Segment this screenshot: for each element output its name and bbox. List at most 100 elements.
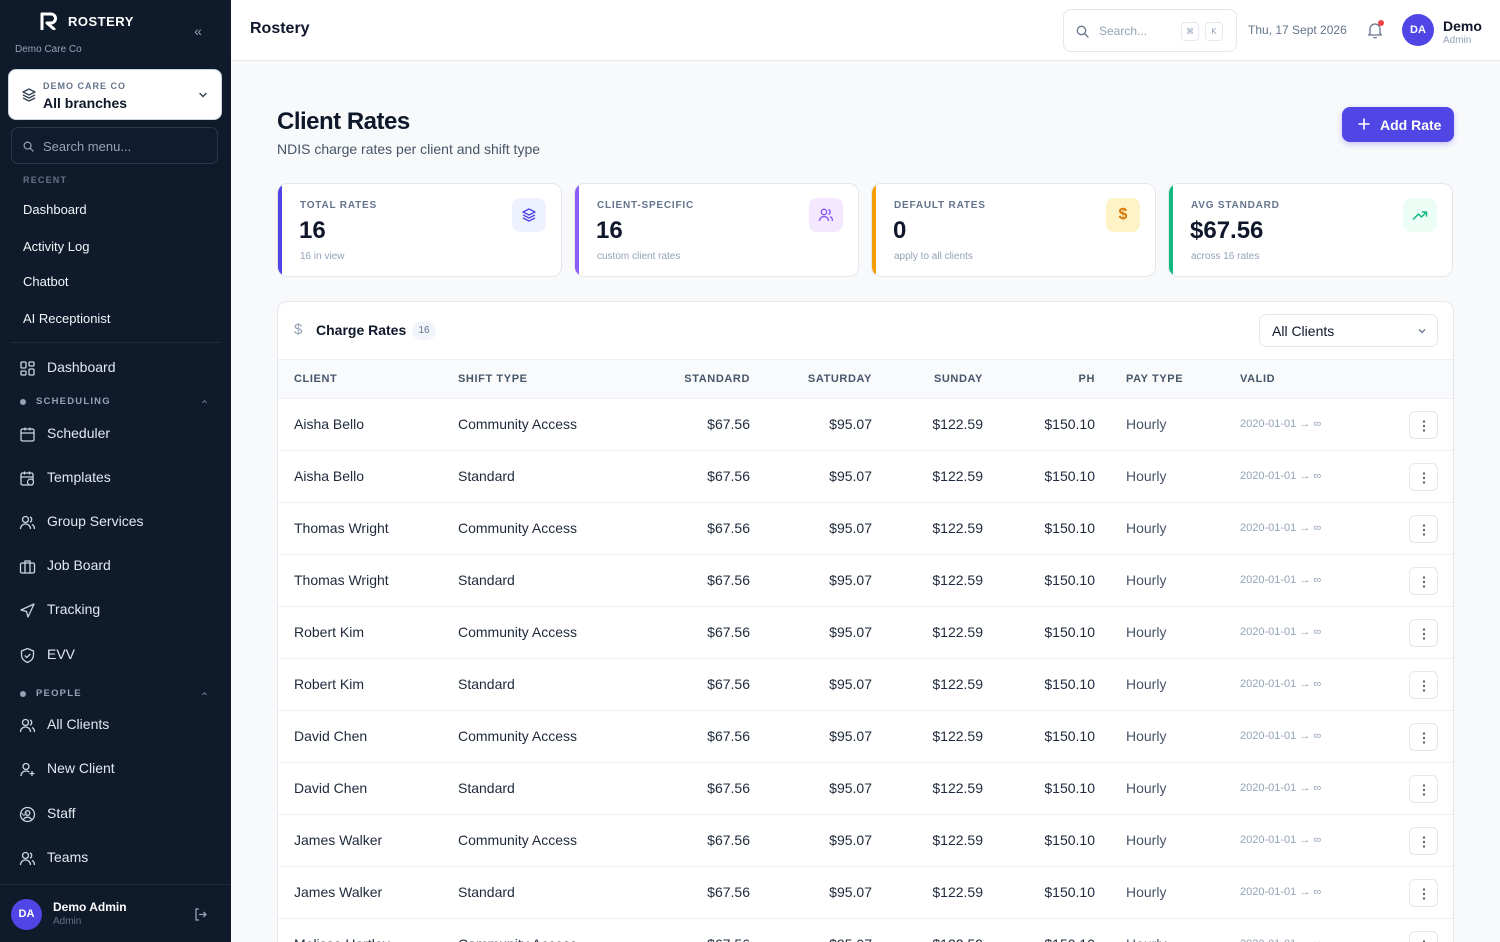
cell-ph: $150.10 <box>1044 468 1095 484</box>
users-icon <box>19 515 36 530</box>
table-row[interactable]: David Chen Community Access $67.56 $95.07 $1… <box>278 711 1453 763</box>
table-row[interactable]: Thomas Wright Community Access $67.56 $95.0… <box>278 503 1453 555</box>
cell-valid: 2020-01-01 → ∞ <box>1240 938 1321 942</box>
sidebar-item-job-board[interactable]: Job Board <box>19 555 219 577</box>
table-row[interactable]: David Chen Standard $67.56 $95.07 $122.59 $15… <box>278 763 1453 815</box>
cell-sunday: $122.59 <box>932 468 983 484</box>
menu-search[interactable] <box>11 127 218 164</box>
group-dot <box>20 399 26 405</box>
column-header-standard[interactable]: STANDARD <box>684 373 750 385</box>
add-rate-button[interactable]: Add Rate <box>1342 107 1454 142</box>
cell-valid: 2020-01-01 → ∞ <box>1240 574 1322 586</box>
cell-client: Thomas Wright <box>294 520 389 536</box>
sidebar-item-evv[interactable]: EVV <box>19 644 219 666</box>
cell-ph: $150.10 <box>1044 832 1095 848</box>
more-vertical-icon <box>1422 784 1426 796</box>
row-actions-button[interactable] <box>1409 775 1438 803</box>
sidebar-item-templates[interactable]: Templates <box>19 467 219 489</box>
table-row[interactable]: James Walker Community Access $67.56 $95.07… <box>278 815 1453 867</box>
table-row[interactable]: Melissa Hartley Community Access $67.56 $95… <box>278 919 1453 942</box>
cell-valid: 2020-01-01 → ∞ <box>1240 886 1322 898</box>
sidebar-item-staff[interactable]: Staff <box>19 803 219 825</box>
cell-valid: 2020-01-01 → ∞ <box>1240 834 1322 846</box>
row-actions-button[interactable] <box>1409 463 1438 491</box>
plus-icon <box>1358 118 1370 130</box>
sidebar-item-dashboard[interactable]: Dashboard <box>19 357 219 379</box>
collapse-sidebar-icon[interactable]: « <box>194 23 202 39</box>
menu-search-input[interactable] <box>43 136 213 156</box>
app-title: Rostery <box>250 20 310 37</box>
row-actions-button[interactable] <box>1409 723 1438 751</box>
cell-standard: $67.56 <box>707 780 750 796</box>
stat-subtext: across 16 rates <box>1191 251 1260 262</box>
sidebar-item-label: New Client <box>47 760 115 776</box>
row-actions-button[interactable] <box>1409 931 1438 942</box>
row-actions-button[interactable] <box>1409 567 1438 595</box>
cell-ph: $150.10 <box>1044 676 1095 692</box>
row-actions-button[interactable] <box>1409 827 1438 855</box>
cell-client: James Walker <box>294 832 383 848</box>
client-filter-select[interactable]: All Clients <box>1259 314 1438 347</box>
user-name[interactable]: Demo <box>1443 18 1482 34</box>
sidebar-item-group-services[interactable]: Group Services <box>19 511 219 533</box>
group-scheduling[interactable]: SCHEDULING <box>19 396 214 408</box>
cell-shift-type: Community Access <box>458 416 578 432</box>
cell-standard: $67.56 <box>707 468 750 484</box>
global-search[interactable]: Search... ⌘ K <box>1063 9 1237 52</box>
sidebar-item-new-client[interactable]: New Client <box>19 758 219 780</box>
cell-shift-type: Community Access <box>458 832 578 848</box>
table-row[interactable]: James Walker Standard $67.56 $95.07 $122.59 $… <box>278 867 1453 919</box>
sidebar-item-all-clients[interactable]: All Clients <box>19 714 219 736</box>
sidebar-item-tracking[interactable]: Tracking <box>19 599 219 621</box>
stat-value: $67.56 <box>1190 217 1264 244</box>
cell-saturday: $95.07 <box>829 416 872 432</box>
table-row[interactable]: Robert Kim Standard $67.56 $95.07 $122.59 $15… <box>278 659 1453 711</box>
recent-item-dashboard[interactable]: Dashboard <box>23 202 87 217</box>
recent-item-activity-log[interactable]: Activity Log <box>23 239 90 254</box>
row-actions-button[interactable] <box>1409 671 1438 699</box>
stat-card-total-rates: TOTAL RATES 16 16 in view <box>277 183 562 277</box>
row-actions-button[interactable] <box>1409 879 1438 907</box>
stat-card-default-rates: DEFAULT RATES 0 apply to all clients $ <box>871 183 1156 277</box>
cell-valid: 2020-01-01 → ∞ <box>1240 470 1322 482</box>
group-people[interactable]: PEOPLE <box>19 688 214 700</box>
cell-pay-type: Hourly <box>1126 520 1167 536</box>
cell-saturday: $95.07 <box>829 832 872 848</box>
table-row[interactable]: Aisha Bello Community Access $67.56 $95.07 $… <box>278 399 1453 451</box>
row-actions-button[interactable] <box>1409 619 1438 647</box>
navigation-icon <box>20 603 35 618</box>
table-row[interactable]: Aisha Bello Standard $67.56 $95.07 $122.59 $1… <box>278 451 1453 503</box>
row-actions-button[interactable] <box>1409 411 1438 439</box>
column-header-pay-type[interactable]: PAY TYPE <box>1126 373 1184 385</box>
avatar[interactable]: DA <box>11 899 42 930</box>
stat-subtext: apply to all clients <box>894 251 973 262</box>
cell-saturday: $95.07 <box>829 572 872 588</box>
column-header-client[interactable]: CLIENT <box>294 373 338 385</box>
cell-client: Robert Kim <box>294 624 365 640</box>
sidebar-item-scheduler[interactable]: Scheduler <box>19 423 219 445</box>
sidebar-item-label: EVV <box>47 646 76 662</box>
branch-selector[interactable]: DEMO CARE CO All branches <box>8 69 222 120</box>
group-label: PEOPLE <box>36 688 82 699</box>
avatar[interactable]: DA <box>1402 14 1434 46</box>
search-icon <box>23 141 34 152</box>
recent-item-ai-receptionist[interactable]: AI Receptionist <box>23 311 111 326</box>
cell-pay-type: Hourly <box>1126 884 1167 900</box>
dollar-icon: $ <box>1106 198 1140 232</box>
column-header-ph[interactable]: PH <box>1078 373 1095 385</box>
search-icon <box>1076 25 1089 38</box>
column-header-shift-type[interactable]: SHIFT TYPE <box>458 373 528 385</box>
table-row[interactable]: Thomas Wright Standard $67.56 $95.07 $122.59… <box>278 555 1453 607</box>
row-actions-button[interactable] <box>1409 515 1438 543</box>
sidebar-item-teams[interactable]: Teams <box>19 847 219 869</box>
bell-icon[interactable] <box>1367 21 1383 39</box>
column-header-saturday[interactable]: SATURDAY <box>807 373 872 385</box>
column-header-sunday[interactable]: SUNDAY <box>933 373 983 385</box>
user-name: Demo Admin <box>53 900 127 914</box>
cell-saturday: $95.07 <box>829 884 872 900</box>
recent-item-chatbot[interactable]: Chatbot <box>23 274 69 289</box>
table-row[interactable]: Robert Kim Community Access $67.56 $95.07 $1… <box>278 607 1453 659</box>
stat-label: AVG STANDARD <box>1191 200 1280 211</box>
logout-icon[interactable] <box>193 907 208 922</box>
column-header-valid[interactable]: VALID <box>1240 373 1276 385</box>
